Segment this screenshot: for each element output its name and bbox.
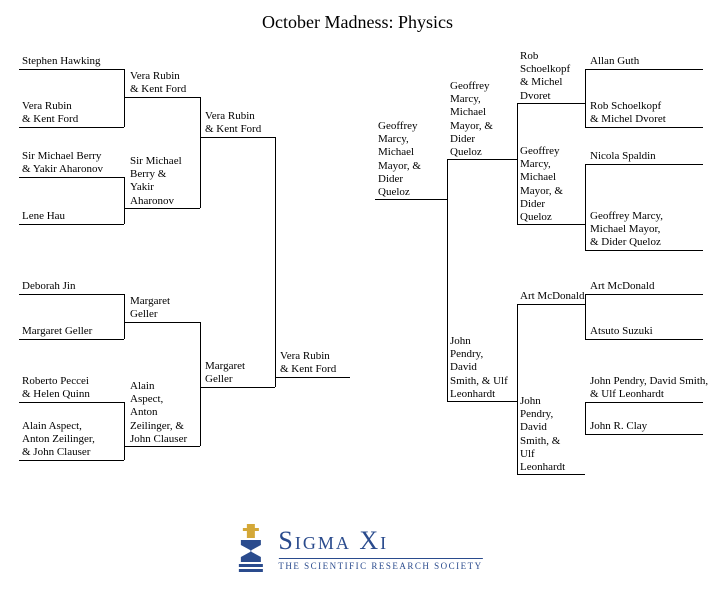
bracket-line [585,69,586,127]
left-r2-3: AlainAspect,AntonZeilinger, &John Clause… [130,380,187,446]
left-r2-0: Vera Rubin& Kent Ford [130,70,186,96]
left-r2-2: MargaretGeller [130,295,170,321]
right-r1-3: Geoffrey Marcy,Michael Mayor,& Dider Que… [590,210,663,250]
bracket-line [19,294,124,295]
logo-text: Sigma Xi The Scientific Research Society [278,526,482,571]
bracket-line [19,224,124,225]
left-r1-4: Deborah Jin [22,280,75,293]
left-r1-5: Margaret Geller [22,325,92,338]
left-r1-0: Stephen Hawking [22,55,101,68]
right-r3-0: GeoffreyMarcy,MichaelMayor, &DiderQueloz [450,80,493,159]
right-r2-3: JohnPendry,DavidSmith, &UlfLeonhardt [520,395,565,474]
bracket-line [517,103,585,104]
bracket-line [200,387,275,388]
right-r1-5: Atsuto Suzuki [590,325,653,338]
bracket-line [517,224,585,225]
bracket-line [275,137,276,387]
left-r2-1: Sir MichaelBerry &YakirAharonov [130,155,182,208]
right-r1-0: Allan Guth [590,55,639,68]
logo-main-text: Sigma Xi [278,526,482,556]
bracket-line [585,250,703,251]
right-r2-2: Art McDonald [520,290,584,303]
bracket-line [19,402,124,403]
bracket-line [124,322,200,323]
bracket-line [124,97,200,98]
bracket-line [375,199,447,200]
bracket-line [19,460,124,461]
bracket-line [19,339,124,340]
right-r2-0: RobSchoelkopf& MichelDvoret [520,50,570,103]
bracket-line [124,177,125,224]
right-r1-1: Rob Schoelkopf& Michel Dvoret [590,100,666,126]
left-r1-6: Roberto Peccei& Helen Quinn [22,375,90,401]
bracket-line [585,69,703,70]
bracket-line [585,402,586,434]
bracket-line [585,434,703,435]
bracket-line [124,446,200,447]
bracket-line [200,97,201,208]
bracket-line [19,177,124,178]
sigma-xi-icon [232,524,268,572]
bracket-line [585,164,703,165]
bracket-line [200,322,201,446]
bracket-line [19,127,124,128]
left-r1-2: Sir Michael Berry& Yakir Aharonov [22,150,103,176]
bracket-line [447,159,517,160]
bracket-line [585,294,703,295]
left-r3-1: MargaretGeller [205,360,245,386]
right-r2-1: GeoffreyMarcy,MichaelMayor, &DiderQueloz [520,145,563,224]
left-r4: Vera Rubin& Kent Ford [280,350,336,376]
left-r1-1: Vera Rubin& Kent Ford [22,100,78,126]
bracket-line [517,304,585,305]
right-r1-6: John Pendry, David Smith,& Ulf Leonhardt [590,375,708,401]
bracket-line [517,103,518,224]
bracket-line [275,377,350,378]
page-title: October Madness: Physics [0,12,715,33]
right-r1-7: John R. Clay [590,420,647,433]
bracket-line [517,474,585,475]
bracket-line [585,294,586,339]
sigma-xi-logo: Sigma Xi The Scientific Research Society [232,524,482,572]
right-r1-4: Art McDonald [590,280,654,293]
bracket-line [447,401,517,402]
bracket-line [19,69,124,70]
bracket-line [124,69,125,127]
logo-sub-text: The Scientific Research Society [278,558,482,571]
left-r1-3: Lene Hau [22,210,65,223]
bracket-line [585,127,703,128]
right-r3-1: JohnPendry,DavidSmith, & UlfLeonhardt [450,335,508,401]
bracket-line [447,159,448,401]
bracket-line [585,339,703,340]
left-r1-7: Alain Aspect,Anton Zeilinger,& John Clau… [22,420,95,460]
left-r3-0: Vera Rubin& Kent Ford [205,110,261,136]
right-r1-2: Nicola Spaldin [590,150,656,163]
bracket-line [585,402,703,403]
right-r4: GeoffreyMarcy,MichaelMayor, &DiderQueloz [378,120,421,199]
bracket-line [124,402,125,460]
bracket-line [585,164,586,250]
bracket-line [124,208,200,209]
bracket-line [517,304,518,474]
bracket-line [200,137,275,138]
bracket-line [124,294,125,339]
